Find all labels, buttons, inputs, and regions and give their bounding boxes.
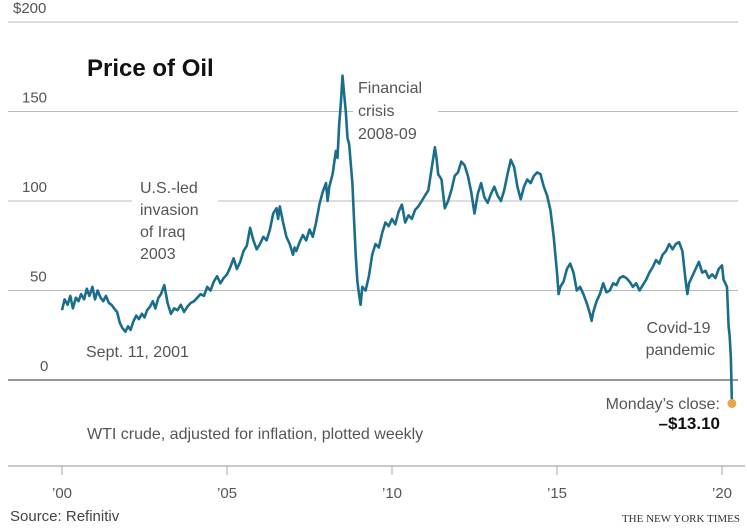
y-axis-labels: $200 150 100 50 0 xyxy=(13,0,48,375)
monday-close-marker xyxy=(727,398,737,408)
y-tick-label: 100 xyxy=(22,179,47,196)
x-tick-label: ’20 xyxy=(712,485,732,502)
y-tick-label: 0 xyxy=(40,358,48,375)
y-tick-label: 150 xyxy=(22,90,47,107)
x-axis-ticks: ’00 ’05 ’10 ’15 ’20 xyxy=(52,466,732,502)
close-value: –$13.10 xyxy=(659,414,720,433)
x-tick-label: ’10 xyxy=(382,485,402,502)
chart-title: Price of Oil xyxy=(87,55,214,82)
iraq-annotation: U.S.-led invasion of Iraq 2003 xyxy=(140,180,203,263)
nyt-credit: THE NEW YORK TIMES xyxy=(622,513,740,525)
x-tick-label: ’05 xyxy=(217,485,237,502)
sept11-annotation: Sept. 11, 2001 xyxy=(86,344,189,361)
crisis-annotation: Financial crisis 2008-09 xyxy=(358,80,426,143)
gridlines xyxy=(8,21,738,381)
iraq-annotation-bg xyxy=(132,172,218,264)
y-tick-label: 50 xyxy=(30,269,47,286)
crisis-annotation-bg xyxy=(353,70,438,134)
y-tick-label: $200 xyxy=(13,0,46,17)
x-tick-label: ’00 xyxy=(52,485,72,502)
source-note: Source: Refinitiv xyxy=(10,508,120,525)
covid-annotation: Covid-19 pandemic xyxy=(646,320,715,359)
close-label: Monday’s close: xyxy=(606,396,720,413)
oil-price-line xyxy=(60,74,734,404)
x-tick-label: ’15 xyxy=(547,485,567,502)
chart-subtitle: WTI crude, adjusted for inflation, plott… xyxy=(87,426,423,443)
